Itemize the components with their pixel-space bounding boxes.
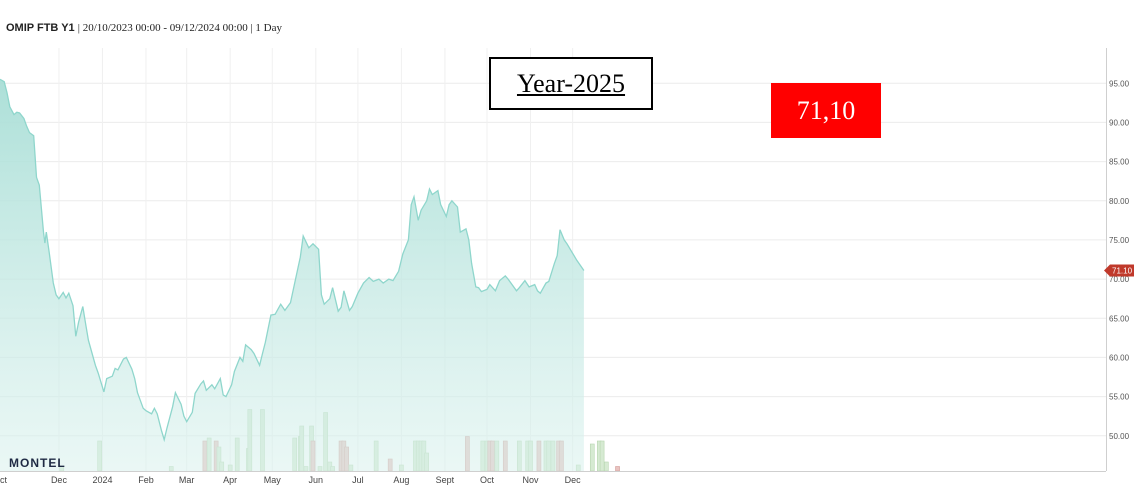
y-tick-label: 70.00 — [1109, 275, 1130, 284]
y-tick-label: 75.00 — [1109, 236, 1130, 245]
x-tick-label: ct — [0, 475, 8, 485]
chart-header: OMIP FTB Y1 | 20/10/2023 00:00 - 09/12/2… — [6, 22, 282, 34]
y-tick-label: 55.00 — [1109, 393, 1130, 402]
x-tick-label: Sept — [436, 475, 455, 485]
volume-bar — [599, 440, 605, 472]
x-tick-label: 2024 — [92, 475, 112, 485]
year-annotation: Year-2025 — [489, 57, 653, 110]
price-line — [0, 78, 585, 443]
last-value-tag: 71.10 — [1104, 264, 1134, 277]
price-area — [0, 78, 585, 472]
x-tick-label: Dec — [51, 475, 68, 485]
volume-bar — [604, 461, 609, 472]
x-tick-label: Dec — [565, 475, 582, 485]
instrument-symbol: OMIP FTB Y1 — [6, 22, 75, 34]
date-range: 20/10/2023 00:00 - 09/12/2024 00:00 — [82, 22, 248, 34]
x-tick-label: Jun — [309, 475, 324, 485]
y-axis: 95.00 90.00 85.00 80.00 75.00 70.00 65.00 60.00… — [1106, 48, 1130, 471]
price-annotation: 71,10 — [771, 83, 881, 138]
x-tick-label: May — [264, 475, 282, 485]
x-tick-label: Feb — [138, 475, 154, 485]
x-tick-label: Aug — [393, 475, 409, 485]
last-value-tag-label: 71.10 — [1112, 266, 1133, 275]
x-axis: ct Dec 2024 Feb Mar Apr May Jun Jul Aug Sept Oct Nov… — [0, 471, 1106, 485]
y-tick-label: 90.00 — [1109, 118, 1130, 127]
x-tick-label: Jul — [352, 475, 364, 485]
x-tick-label: Apr — [223, 475, 237, 485]
y-tick-label: 80.00 — [1109, 197, 1130, 206]
last-value-tag-shape — [1104, 264, 1134, 277]
x-tick-label: Oct — [480, 475, 495, 485]
y-tick-label: 50.00 — [1109, 432, 1130, 441]
interval-label: 1 Day — [255, 22, 282, 34]
montel-logo: MONTEL — [9, 456, 66, 470]
y-tick-label: 65.00 — [1109, 314, 1130, 323]
price-area-fill — [0, 79, 584, 472]
volume-bar — [615, 466, 620, 472]
x-tick-label: Mar — [179, 475, 195, 485]
y-tick-label: 60.00 — [1109, 353, 1130, 362]
y-tick-label: 95.00 — [1109, 79, 1130, 88]
y-tick-label: 85.00 — [1109, 158, 1130, 167]
x-tick-label: Nov — [523, 475, 540, 485]
volume-bar — [589, 443, 595, 472]
